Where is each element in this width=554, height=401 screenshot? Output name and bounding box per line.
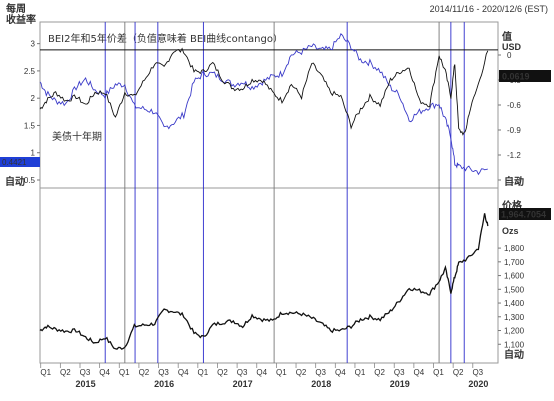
blue-series-name: 美债十年期 (52, 130, 102, 143)
x-year-label-3: 2018 (311, 379, 331, 389)
top-chart-title: BEI2年和5年价差（负值意味着 BEI曲线contango） (48, 32, 283, 45)
x-quarter-label-0: Q1 (40, 368, 51, 377)
bottom-right-axis: 1,800 1,700 1,600 1,500 1,400 1,300 1,200 1,100 (498, 244, 525, 349)
x-year-label-0: 2015 (76, 379, 96, 389)
top-series (39, 33, 489, 176)
top-last-value-box (499, 70, 551, 82)
x-quarter-label-17: Q2 (374, 368, 385, 377)
top-left-tick-label-5: 1 (31, 149, 36, 158)
x-quarter-label-2: Q3 (80, 368, 91, 377)
bottom-right-axis-title-line2: Ozs (502, 226, 519, 236)
top-last-value-label: 0.0619 (502, 72, 530, 82)
bottom-last-value-box (499, 208, 551, 220)
top-left-axis: 3 2.5 2 1.5 1 0.5 (24, 40, 40, 185)
x-quarter-label-10: Q3 (237, 368, 248, 377)
top-left-tick-label-4: 1.5 (24, 121, 36, 130)
bottom-auto-label-right: 自动 (504, 348, 524, 361)
bottom-right-tick-label-7: 1,100 (504, 340, 525, 349)
x-quarter-label-13: Q2 (296, 368, 307, 377)
x-quarter-label-19: Q4 (414, 368, 425, 377)
bottom-right-tick-label-0: 1,800 (504, 244, 525, 253)
x-quarter-label-4: Q1 (119, 368, 130, 377)
date-range: 2014/11/16 - 2020/12/6 (EST) (430, 4, 548, 14)
top-left-label-line2: 收益率 (6, 13, 36, 26)
series-line-black (39, 47, 489, 136)
x-quarter-label-16: Q1 (355, 368, 366, 377)
x-quarter-label-14: Q3 (315, 368, 326, 377)
top-right-tick-label-4: -0.9 (507, 126, 521, 135)
x-year-label-1: 2016 (154, 379, 174, 389)
vertical-event-lines (104, 22, 465, 363)
x-quarter-label-3: Q4 (99, 368, 110, 377)
bottom-right-tick-label-2: 1,600 (504, 272, 525, 281)
bottom-right-tick-label-4: 1,400 (504, 299, 525, 308)
top-left-label-line1: 每周 (6, 2, 26, 15)
x-year-label-5: 2020 (468, 379, 488, 389)
top-left-tick-label-3: 2 (31, 94, 36, 103)
x-quarter-label-6: Q3 (158, 368, 169, 377)
top-right-tick-label-1: 0 (507, 51, 512, 60)
top-right-tick-label-3: -0.6 (507, 101, 521, 110)
x-quarter-label-22: Q3 (472, 368, 483, 377)
bottom-last-value-label: 1,964.7054 (501, 210, 546, 220)
bottom-right-tick-label-5: 1,300 (504, 313, 525, 322)
x-quarter-label-1: Q2 (60, 368, 71, 377)
top-right-axis-title-line1: 值 (502, 30, 512, 43)
top-left-tick-label-6: 0.5 (24, 176, 36, 185)
x-year-label-2: 2017 (233, 379, 253, 389)
top-panel-frame (39, 21, 499, 189)
bottom-panel-frame (39, 187, 499, 364)
x-axis: Q1 Q2 Q3 Q4 Q1 Q2 Q3 Q4 Q1 Q2 Q3 Q4 Q1 Q2 Q3 Q4 Q1 Q2 Q3 Q4… (40, 363, 488, 389)
top-right-tick-label-6: -1.5 (507, 176, 521, 185)
top-left-tick-label-2: 2.5 (24, 67, 36, 76)
x-quarter-label-21: Q2 (453, 368, 464, 377)
x-quarter-label-7: Q4 (178, 368, 189, 377)
top-auto-label-left: 自动 (5, 175, 25, 188)
left-value-marker-label: 0.4421 (2, 158, 27, 167)
top-right-axis-title-line2: USD (502, 42, 522, 52)
bottom-series (39, 213, 489, 350)
top-right-tick-label-5: -1.2 (507, 151, 521, 160)
x-quarter-label-20: Q1 (433, 368, 444, 377)
x-quarter-label-8: Q1 (197, 368, 208, 377)
x-quarter-label-15: Q4 (335, 368, 346, 377)
x-year-label-4: 2019 (390, 379, 410, 389)
x-quarter-label-9: Q2 (217, 368, 228, 377)
bottom-right-tick-label-6: 1,200 (504, 327, 525, 336)
top-auto-label-right: 自动 (504, 175, 524, 188)
bottom-right-tick-label-3: 1,500 (504, 285, 525, 294)
x-quarter-label-18: Q3 (394, 368, 405, 377)
x-quarter-label-12: Q1 (276, 368, 287, 377)
series-line-price (39, 213, 489, 350)
x-quarter-label-5: Q2 (139, 368, 150, 377)
x-quarter-label-11: Q4 (256, 368, 267, 377)
left-value-marker-box (0, 157, 40, 167)
top-left-tick-label-1: 3 (31, 40, 36, 49)
series-line-blue (39, 33, 488, 176)
bottom-right-tick-label-1: 1,700 (504, 258, 525, 267)
